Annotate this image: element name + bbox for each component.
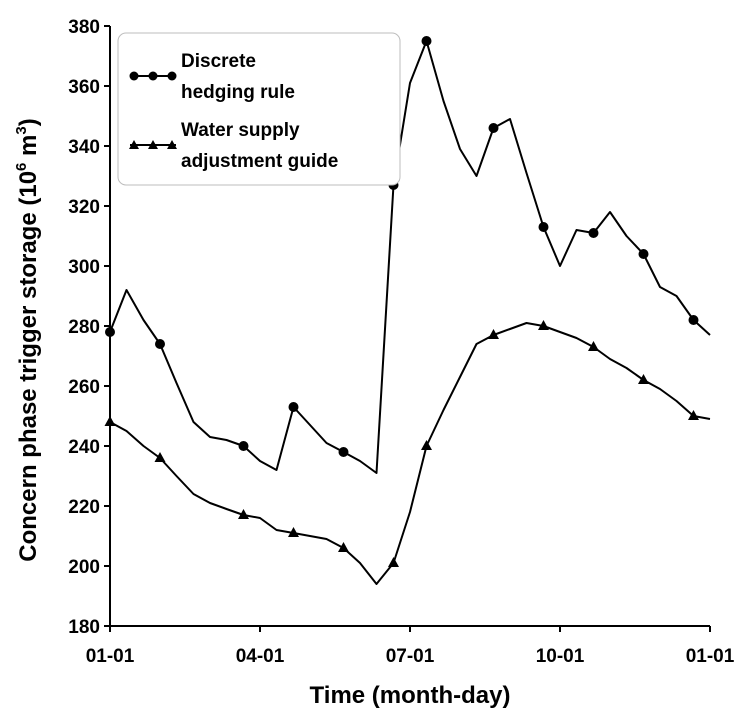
legend-entry-discrete-hedging-rule: Discrete hedging rule bbox=[129, 51, 295, 103]
data-point-circle bbox=[588, 228, 599, 238]
y-tick-label: 380 bbox=[68, 17, 100, 38]
y-tick-label: 300 bbox=[68, 257, 100, 278]
data-point-triangle bbox=[388, 557, 399, 567]
data-point-circle bbox=[488, 123, 499, 133]
data-point-circle bbox=[688, 315, 699, 325]
legend-label-line1: Water supply bbox=[181, 120, 300, 141]
x-axis-title: Time (month-day) bbox=[310, 682, 511, 709]
data-point-triangle bbox=[421, 440, 432, 450]
data-point-triangle bbox=[338, 542, 349, 552]
legend-label-line2: hedging rule bbox=[181, 82, 295, 103]
x-tick-label: 07-01 bbox=[386, 646, 435, 667]
y-tick-label: 200 bbox=[68, 557, 100, 578]
x-tick-label: 01-01 bbox=[86, 646, 135, 667]
series-line-water-supply-adjustment-guide bbox=[109, 322, 711, 585]
x-tick-label: 01-01 bbox=[686, 646, 735, 667]
data-point-circle bbox=[288, 402, 299, 412]
data-point-circle bbox=[538, 222, 549, 232]
y-tick-label: 320 bbox=[68, 197, 100, 218]
legend-label-line1: Discrete bbox=[181, 51, 256, 72]
legend-marker-triangle bbox=[129, 140, 139, 149]
data-point-triangle bbox=[154, 452, 166, 462]
y-tick-label: 280 bbox=[68, 317, 100, 338]
data-point-triangle bbox=[638, 374, 649, 384]
y-tick-label: 180 bbox=[68, 617, 100, 638]
y-tick-label: 220 bbox=[68, 497, 100, 518]
legend: Discrete hedging rule Water supply adjus… bbox=[117, 32, 401, 186]
data-point-triangle bbox=[538, 320, 549, 330]
legend-box bbox=[117, 32, 401, 186]
legend-marker-circle bbox=[129, 71, 139, 81]
y-axis-title: Concern phase trigger storage (106 m3) bbox=[13, 118, 42, 561]
x-tick-label: 04-01 bbox=[236, 646, 285, 667]
data-point-triangle bbox=[688, 410, 699, 420]
data-point-circle bbox=[155, 339, 165, 349]
legend-marker-triangle bbox=[148, 140, 158, 149]
legend-label-line2: adjustment guide bbox=[181, 151, 338, 172]
legend-entry-water-supply-adjustment-guide: Water supply adjustment guide bbox=[129, 120, 338, 172]
y-tick-label: 260 bbox=[68, 377, 100, 398]
data-point-circle bbox=[338, 447, 349, 457]
series-line-discrete-hedging-rule bbox=[109, 40, 711, 474]
data-point-circle bbox=[238, 441, 249, 451]
data-point-circle bbox=[638, 249, 649, 259]
data-point-circle bbox=[421, 36, 432, 46]
data-point-triangle bbox=[588, 341, 599, 351]
x-tick-label: 10-01 bbox=[536, 646, 585, 667]
data-point-triangle bbox=[288, 527, 299, 537]
data-point-triangle bbox=[488, 329, 499, 339]
data-point-triangle bbox=[104, 416, 116, 426]
legend-marker-triangle bbox=[167, 140, 177, 149]
y-tick-label: 240 bbox=[68, 437, 100, 458]
y-tick-label: 340 bbox=[68, 137, 100, 158]
data-point-triangle bbox=[238, 509, 249, 519]
legend-marker-circle bbox=[167, 71, 177, 81]
data-point-circle bbox=[105, 327, 115, 337]
legend-marker-circle bbox=[148, 71, 158, 81]
y-tick-label: 360 bbox=[68, 77, 100, 98]
